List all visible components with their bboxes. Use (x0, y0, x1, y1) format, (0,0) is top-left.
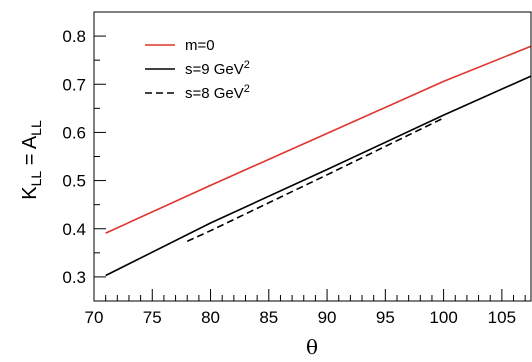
y-tick-label: 0.4 (62, 220, 86, 239)
series-line-2 (105, 75, 532, 277)
legend-label-text: m=0 (185, 37, 215, 54)
legend-label-2: s=9 GeV2 (185, 59, 250, 78)
legend-label-text: s=8 GeV (185, 85, 244, 102)
legend-label-1: m=0 (185, 37, 215, 54)
x-tick-label: 95 (376, 308, 395, 327)
plot-frame (93, 11, 532, 302)
legend-label-text: s=9 GeV (185, 61, 244, 78)
x-tick-label: 85 (259, 308, 278, 327)
y-axis-title-rhs: A (19, 135, 41, 149)
x-tick-label: 70 (85, 308, 104, 327)
y-axis-title: KLL = ALL (19, 120, 44, 200)
y-tick-label: 0.8 (62, 27, 86, 46)
legend-label-3: s=8 GeV2 (185, 83, 250, 102)
y-axis-title-base-sub: LL (28, 171, 44, 187)
x-tick-label: 100 (429, 308, 457, 327)
legend-label-superscript: 2 (244, 83, 250, 95)
y-axis-title-rhs-sub: LL (28, 120, 44, 136)
x-tick-label: 75 (143, 308, 162, 327)
axes: 70 75 80 85 90 95 100 105 0.3 0.4 0.5 0.6 0.7 0.8 (62, 11, 532, 327)
x-tick-label: 105 (488, 308, 516, 327)
legend-label-superscript: 2 (244, 59, 250, 71)
y-tick-label: 0.3 (62, 268, 86, 287)
series-line-3 (186, 117, 444, 243)
series-line-1 (105, 45, 532, 234)
y-tick-label: 0.7 (62, 75, 86, 94)
x-axis-title: θ (306, 335, 318, 359)
y-axis-title-base: K (19, 186, 41, 200)
y-axis-title-eq: = (19, 149, 41, 171)
y-tick-label: 0.5 (62, 172, 86, 191)
x-tick-label: 80 (201, 308, 220, 327)
x-tick-label: 90 (318, 308, 337, 327)
plot-area (105, 45, 532, 277)
y-tick-label: 0.6 (62, 123, 86, 142)
